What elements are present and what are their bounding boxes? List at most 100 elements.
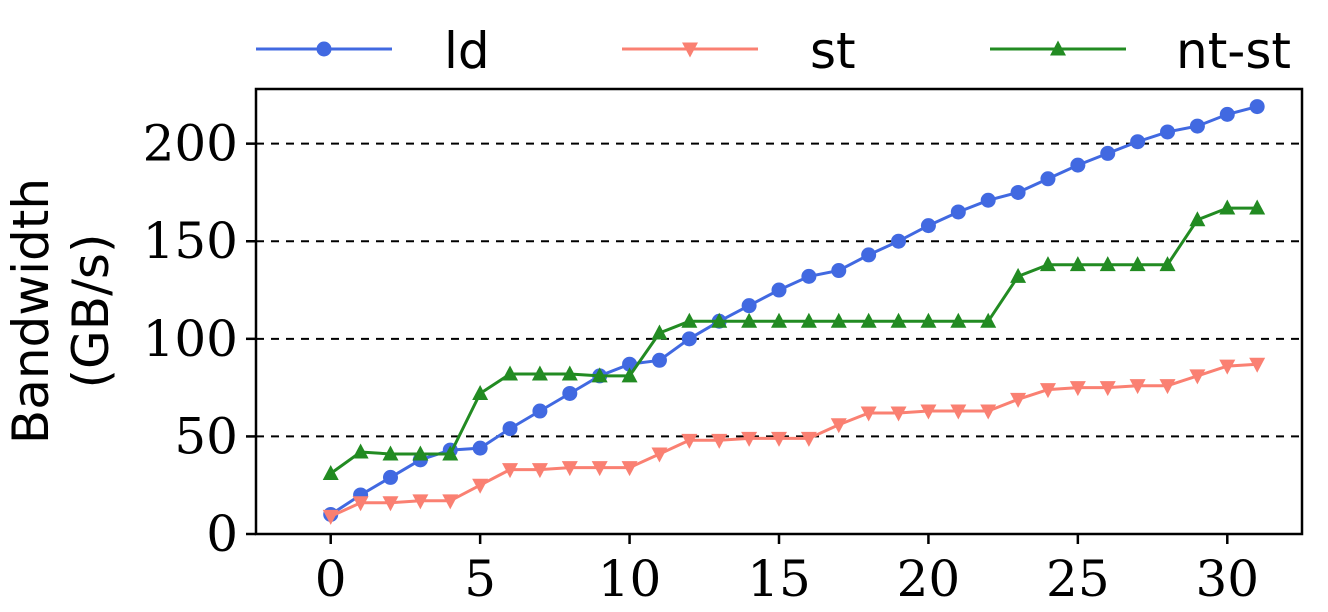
point-st-1 xyxy=(352,496,369,512)
point-ld-28 xyxy=(1160,124,1176,140)
point-ld-18 xyxy=(861,247,877,263)
point-st-14 xyxy=(741,431,758,447)
point-st-21 xyxy=(950,404,967,420)
point-nt-st-20 xyxy=(920,312,937,328)
point-st-4 xyxy=(442,494,459,510)
point-ld-22 xyxy=(980,192,996,208)
point-nt-st-0 xyxy=(322,464,339,480)
series-line-nt-st xyxy=(329,206,1258,475)
point-st-20 xyxy=(920,404,937,420)
point-ld-17 xyxy=(831,263,847,279)
point-ld-15 xyxy=(771,282,787,298)
y-tick-label-100: 100 xyxy=(143,310,238,368)
point-st-7 xyxy=(531,463,548,479)
point-st-30 xyxy=(1219,359,1236,375)
legend-item-st: st xyxy=(622,22,856,80)
point-st-22 xyxy=(980,404,997,420)
point-ld-8 xyxy=(562,385,578,401)
point-nt-st-28 xyxy=(1159,256,1176,272)
point-nt-st-14 xyxy=(741,312,758,328)
point-ld-16 xyxy=(801,268,817,284)
point-st-13 xyxy=(711,433,728,449)
x-tick-label-10: 10 xyxy=(598,550,662,608)
point-st-0 xyxy=(322,509,339,525)
point-nt-st-4 xyxy=(442,445,459,461)
point-ld-23 xyxy=(1010,184,1026,200)
point-nt-st-11 xyxy=(651,324,668,340)
series-st xyxy=(322,357,1266,525)
point-nt-st-31 xyxy=(1249,199,1266,215)
point-nt-st-23 xyxy=(1010,267,1027,283)
series-nt-st xyxy=(322,199,1266,480)
point-st-8 xyxy=(561,461,578,477)
point-ld-27 xyxy=(1130,134,1146,150)
x-tick-label-20: 20 xyxy=(897,550,961,608)
legend-marker-nt-st xyxy=(1050,40,1066,56)
plot-frame xyxy=(254,87,1304,536)
y-tick-label-50: 50 xyxy=(174,407,238,465)
point-ld-19 xyxy=(891,233,907,249)
point-st-11 xyxy=(651,447,668,463)
y-tick-label-150: 150 xyxy=(143,212,238,270)
legend: ld st nt-st xyxy=(256,22,1291,80)
point-nt-st-19 xyxy=(890,312,907,328)
point-st-23 xyxy=(1010,392,1027,408)
point-nt-st-10 xyxy=(621,367,638,383)
point-st-27 xyxy=(1129,379,1146,395)
point-nt-st-3 xyxy=(412,445,429,461)
point-nt-st-27 xyxy=(1129,256,1146,272)
series-line-ld xyxy=(329,105,1258,516)
point-st-16 xyxy=(800,431,817,447)
point-st-17 xyxy=(830,418,847,434)
point-st-3 xyxy=(412,494,429,510)
point-ld-21 xyxy=(950,204,966,220)
point-ld-31 xyxy=(1249,99,1265,115)
point-st-25 xyxy=(1069,381,1086,397)
x-tick-label-5: 5 xyxy=(464,550,496,608)
point-st-31 xyxy=(1249,357,1266,373)
point-ld-5 xyxy=(472,440,488,456)
legend-marker-ld xyxy=(316,41,332,57)
point-nt-st-15 xyxy=(771,312,787,328)
point-nt-st-18 xyxy=(860,312,877,328)
point-nt-st-7 xyxy=(531,365,548,381)
point-st-18 xyxy=(860,406,877,422)
point-nt-st-9 xyxy=(591,367,608,383)
point-nt-st-29 xyxy=(1189,211,1206,227)
y-tick-label-0: 0 xyxy=(206,505,238,563)
point-st-10 xyxy=(621,461,638,477)
legend-marker-st xyxy=(682,42,698,58)
legend-item-ld: ld xyxy=(256,22,490,80)
series-ld xyxy=(323,99,1265,522)
point-nt-st-5 xyxy=(472,384,489,400)
point-nt-st-25 xyxy=(1069,256,1086,272)
point-nt-st-2 xyxy=(382,445,399,461)
point-nt-st-22 xyxy=(980,312,997,328)
x-tick-label-30: 30 xyxy=(1195,550,1259,608)
point-st-28 xyxy=(1159,379,1176,395)
x-tick-label-0: 0 xyxy=(315,550,347,608)
axis-ticks: 0 50 100 150 200 0 5 10 15 20 25 30 xyxy=(143,115,1260,608)
grid-lines xyxy=(256,142,1302,438)
point-ld-12 xyxy=(681,331,697,347)
point-nt-st-17 xyxy=(830,312,847,328)
point-st-9 xyxy=(591,461,608,477)
point-nt-st-30 xyxy=(1219,199,1236,215)
point-nt-st-13 xyxy=(711,312,728,328)
point-ld-20 xyxy=(920,218,936,234)
point-ld-25 xyxy=(1070,157,1086,173)
y-tick-label-200: 200 xyxy=(143,115,238,173)
x-tick-label-15: 15 xyxy=(747,550,811,608)
point-ld-26 xyxy=(1100,145,1116,161)
point-ld-30 xyxy=(1219,106,1235,122)
point-st-15 xyxy=(771,431,787,447)
y-axis-title-line1: Bandwidth xyxy=(2,178,60,444)
legend-label-ld: ld xyxy=(444,22,490,80)
legend-label-st: st xyxy=(810,22,856,80)
point-nt-st-12 xyxy=(681,312,698,328)
point-nt-st-21 xyxy=(950,312,967,328)
point-nt-st-1 xyxy=(352,443,369,459)
point-ld-24 xyxy=(1040,171,1056,187)
point-ld-7 xyxy=(532,403,548,419)
